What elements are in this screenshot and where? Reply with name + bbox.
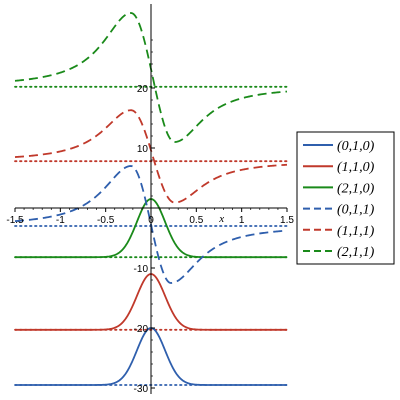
- legend-label-2: (2,1,0): [337, 181, 375, 196]
- legend-label-3: (0,1,1): [337, 203, 375, 218]
- legend-label-5: (2,1,1): [337, 245, 375, 260]
- y-tick-label-2: -10: [134, 264, 149, 275]
- y-tick-label-1: -20: [134, 324, 149, 335]
- x-tick-label-4: 0.5: [189, 215, 203, 226]
- x-tick-label-2: -0.5: [97, 215, 115, 226]
- x-tick-label-0: -1.5: [6, 215, 24, 226]
- x-tick-label-3: 0: [148, 215, 154, 226]
- x-tick-label-1: -1: [56, 215, 65, 226]
- legend-label-1: (1,1,0): [337, 160, 375, 175]
- y-tick-label-0: -30: [134, 384, 149, 395]
- x-tick-label-6: 1.5: [280, 215, 294, 226]
- x-axis-label: x: [218, 213, 224, 225]
- legend-label-4: (1,1,1): [337, 224, 375, 239]
- legend-box: [296, 131, 395, 265]
- legend-label-0: (0,1,0): [337, 139, 375, 154]
- axes: -1.5 -1 -0.5 0 0.5 1 1.5 -30 -20 -10 10 20 x: [6, 4, 294, 395]
- y-tick-label-4: 20: [137, 84, 149, 95]
- x-tick-label-5: 1: [239, 215, 245, 226]
- legend: (0,1,0) (1,1,0) (2,1,0) (0,1,1) (1,1,1) (2,1,…: [296, 131, 395, 265]
- y-tick-label-3: 10: [137, 144, 149, 155]
